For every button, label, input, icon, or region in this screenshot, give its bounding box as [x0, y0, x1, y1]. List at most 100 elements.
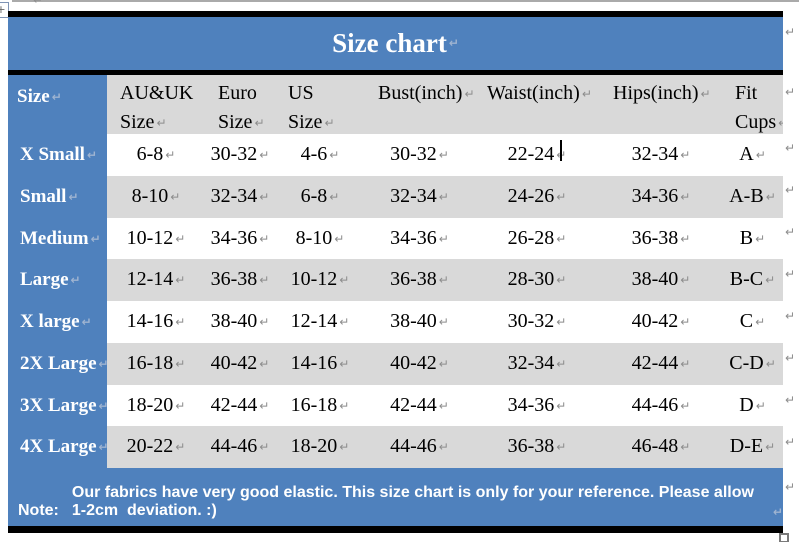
row-label-cell[interactable]: X Small ↵	[8, 134, 107, 176]
cell-text: 2X Large	[20, 352, 97, 374]
table-cell[interactable]: 40-42 ↵	[600, 301, 722, 343]
table-cell[interactable]: 36-38 ↵	[600, 217, 722, 260]
table-cell[interactable]: 14-16 ↵	[107, 301, 205, 343]
table-cell[interactable]: A ↵	[722, 134, 783, 176]
table-cell[interactable]: 38-40 ↵	[365, 301, 474, 343]
table-cell[interactable]: 24-26 ↵	[474, 175, 600, 218]
table-cell[interactable]: 46-48 ↵	[600, 426, 722, 468]
row-label-cell[interactable]: Medium ↵	[8, 217, 107, 260]
table-cell[interactable]: B ↵	[722, 217, 783, 260]
table-cell[interactable]: 32-34 ↵	[600, 134, 722, 176]
table-cell[interactable]: 34-36 ↵	[205, 217, 275, 260]
end-of-cell-mark: ↵	[259, 315, 270, 329]
table-cell[interactable]: 32-34 ↵	[205, 175, 275, 218]
table-cell[interactable]: 26-28 ↵	[474, 217, 600, 260]
table-cell[interactable]: 22-24↵	[474, 134, 600, 176]
table-cell[interactable]: 42-44 ↵	[600, 342, 722, 385]
table-cell[interactable]: 38-40 ↵	[205, 301, 275, 343]
end-of-cell-mark: ↵	[680, 273, 691, 288]
table-cell[interactable]: 38-40 ↵	[600, 259, 722, 301]
table-resize-handle[interactable]	[779, 533, 789, 542]
end-of-cell-mark: ↵	[755, 398, 766, 413]
cell-text: 44-46	[210, 435, 258, 458]
table-cell[interactable]: B-C ↵	[722, 259, 783, 301]
table-grid: Size ↵ AU&UK Size ↵ Euro Size ↵ US Size ↵ Bu…	[8, 75, 783, 468]
table-cell[interactable]: 8-10 ↵	[107, 175, 205, 218]
table-cell[interactable]: 10-12 ↵	[275, 259, 365, 301]
end-of-cell-mark: ↵	[581, 87, 592, 101]
table-cell[interactable]: 28-30 ↵	[474, 259, 600, 301]
row-label-cell[interactable]: Large ↵	[8, 259, 107, 301]
table-cell[interactable]: 18-20 ↵	[107, 384, 205, 427]
header-cell-auuk-size[interactable]: AU&UK Size ↵	[107, 75, 205, 134]
table-cell[interactable]: C ↵	[722, 301, 783, 343]
end-of-cell-mark: ↵	[438, 398, 449, 413]
table-cell[interactable]: 10-12 ↵	[107, 217, 205, 260]
header-cell-euro-size[interactable]: Euro Size ↵	[205, 75, 275, 134]
table-cell[interactable]: 30-32 ↵	[365, 134, 474, 176]
table-cell[interactable]: 34-36 ↵	[600, 175, 722, 218]
table-cell[interactable]: D-E ↵	[722, 426, 783, 468]
end-of-cell-mark: ↵	[86, 148, 97, 162]
end-of-cell-mark: ↵	[556, 231, 567, 246]
cell-text: 10-12	[290, 268, 338, 291]
table-cell[interactable]: 16-18 ↵	[107, 342, 205, 385]
table-cell[interactable]: 40-42 ↵	[365, 342, 474, 385]
cell-text: X Small	[20, 144, 85, 165]
end-of-row-mark: ↵	[785, 480, 796, 494]
cell-text: 36-38	[507, 435, 555, 458]
end-of-cell-mark: ↵	[765, 356, 776, 371]
table-cell[interactable]: 36-38 ↵	[365, 259, 474, 301]
header-cell-waist[interactable]: Waist(inch) ↵	[474, 75, 600, 134]
table-cell[interactable]: 34-36 ↵	[365, 217, 474, 260]
table-cell[interactable]: 42-44 ↵	[205, 384, 275, 427]
end-of-cell-mark: ↵	[165, 148, 176, 162]
header-cell-size[interactable]: Size ↵	[8, 75, 107, 134]
row-label-cell[interactable]: X large ↵	[8, 301, 107, 343]
cell-text: Small	[20, 185, 67, 207]
cell-text: 32-34	[631, 143, 679, 165]
row-label-cell[interactable]: 2X Large ↵	[8, 342, 107, 385]
table-move-handle-icon[interactable]: +	[0, 2, 9, 18]
row-label-cell[interactable]: 4X Large ↵	[8, 426, 107, 468]
cell-text: 36-38	[631, 226, 679, 249]
table-cell[interactable]: 34-36 ↵	[474, 384, 600, 427]
table-cell[interactable]: 4-6 ↵	[275, 134, 365, 176]
cell-text: D-E	[729, 435, 764, 458]
table-cell[interactable]: 12-14 ↵	[275, 301, 365, 343]
table-cell[interactable]: C-D ↵	[722, 342, 783, 385]
table-cell[interactable]: 36-38 ↵	[474, 426, 600, 468]
end-of-cell-mark: ↵	[680, 315, 691, 329]
table-cell[interactable]: 32-34 ↵	[365, 175, 474, 218]
end-of-cell-mark: ↵	[259, 273, 270, 288]
table-cell[interactable]: 8-10 ↵	[275, 217, 365, 260]
header-cell-us-size[interactable]: US Size ↵	[275, 75, 365, 134]
table-cell[interactable]: 20-22 ↵	[107, 426, 205, 468]
table-cell[interactable]: 44-46 ↵	[600, 384, 722, 427]
table-cell[interactable]: 44-46 ↵	[365, 426, 474, 468]
table-cell[interactable]: 30-32 ↵	[205, 134, 275, 176]
table-cell[interactable]: 40-42 ↵	[205, 342, 275, 385]
header-cell-bust[interactable]: Bust(inch) ↵	[365, 75, 474, 134]
table-cell[interactable]: 12-14 ↵	[107, 259, 205, 301]
table-cell[interactable]: 42-44 ↵	[365, 384, 474, 427]
table-cell[interactable]: 16-18 ↵	[275, 384, 365, 427]
header-cell-hips[interactable]: Hips(inch) ↵	[600, 75, 722, 134]
row-label-cell[interactable]: Small ↵	[8, 175, 107, 218]
note-bar[interactable]: Note: Our fabrics have very good elastic…	[8, 468, 783, 526]
table-cell[interactable]: 30-32 ↵	[474, 301, 600, 343]
end-of-cell-mark: ↵	[170, 189, 181, 204]
table-cell[interactable]: 6-8 ↵	[107, 134, 205, 176]
row-label-cell[interactable]: 3X Large ↵	[8, 384, 107, 427]
table-cell[interactable]: D ↵	[722, 384, 783, 427]
table-cell[interactable]: 18-20 ↵	[275, 426, 365, 468]
table-title-row[interactable]: Size chart ↵	[8, 17, 783, 70]
header-cell-fit-cups[interactable]: Fit Cups↵	[722, 75, 783, 134]
table-cell[interactable]: 36-38 ↵	[205, 259, 275, 301]
table-cell[interactable]: 6-8 ↵	[275, 175, 365, 218]
table-cell[interactable]: 44-46 ↵	[205, 426, 275, 468]
table-cell[interactable]: A-B ↵	[722, 175, 783, 218]
table-cell[interactable]: 32-34 ↵	[474, 342, 600, 385]
table-cell[interactable]: 14-16 ↵	[275, 342, 365, 385]
